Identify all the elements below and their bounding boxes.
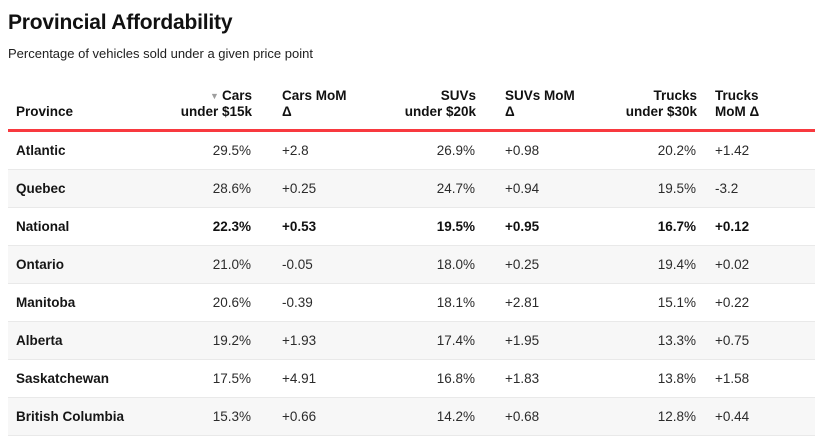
column-header-trucks-mom-delta[interactable]: Trucks MoM Δ — [697, 74, 815, 132]
value-cell: +0.53 — [252, 207, 356, 246]
table-header-row: Province ▼ Cars under $15k Cars MoM Δ SUVs unde… — [8, 74, 815, 132]
column-header-trucks-under-30k[interactable]: Trucks under $30k — [606, 74, 697, 132]
page-title: Provincial Affordability — [8, 11, 233, 34]
value-cell: +0.02 — [697, 245, 815, 284]
table-row: British Columbia 15.3% +0.66 14.2% +0.68 12.8… — [8, 397, 815, 436]
value-cell: 19.4% — [606, 245, 697, 284]
value-cell: +0.68 — [476, 397, 606, 436]
value-cell: 15.1% — [606, 283, 697, 322]
page-subtitle: Percentage of vehicles sold under a give… — [8, 46, 313, 61]
column-header-suvs-under-20k[interactable]: SUVs under $20k — [356, 74, 476, 132]
value-cell: 19.5% — [356, 207, 476, 246]
column-header-suvs-mom-delta[interactable]: SUVs MoM Δ — [476, 74, 606, 132]
value-cell: +2.81 — [476, 283, 606, 322]
province-cell: National — [8, 207, 172, 246]
value-cell: -0.39 — [252, 283, 356, 322]
value-cell: +0.44 — [697, 397, 815, 436]
value-cell: +1.42 — [697, 130, 815, 170]
value-cell: 13.8% — [606, 359, 697, 398]
table-body: Atlantic 29.5% +2.8 26.9% +0.98 20.2% +1.42 Que… — [8, 130, 815, 436]
column-header-cars-mom-delta[interactable]: Cars MoM Δ — [252, 74, 356, 132]
table-row: Atlantic 29.5% +2.8 26.9% +0.98 20.2% +1.42 — [8, 130, 815, 170]
value-cell: 21.0% — [172, 245, 252, 284]
table-row: Ontario 21.0% -0.05 18.0% +0.25 19.4% +0.02 — [8, 245, 815, 284]
province-cell: British Columbia — [8, 397, 172, 436]
column-header-province[interactable]: Province — [8, 74, 172, 132]
value-cell: +0.22 — [697, 283, 815, 322]
value-cell: 14.2% — [356, 397, 476, 436]
value-cell: 20.6% — [172, 283, 252, 322]
value-cell: +0.25 — [252, 169, 356, 208]
value-cell: -3.2 — [697, 169, 815, 208]
value-cell: 24.7% — [356, 169, 476, 208]
province-cell: Quebec — [8, 169, 172, 208]
column-header-cars-under-15k[interactable]: ▼ Cars under $15k — [172, 74, 252, 132]
value-cell: +4.91 — [252, 359, 356, 398]
value-cell: +1.93 — [252, 321, 356, 360]
value-cell: 18.1% — [356, 283, 476, 322]
value-cell: 19.5% — [606, 169, 697, 208]
table-row: Quebec 28.6% +0.25 24.7% +0.94 19.5% -3.2 — [8, 169, 815, 208]
value-cell: -0.05 — [252, 245, 356, 284]
value-cell: +1.83 — [476, 359, 606, 398]
table-row: National 22.3% +0.53 19.5% +0.95 16.7% +0.12 — [8, 207, 815, 246]
value-cell: 19.2% — [172, 321, 252, 360]
value-cell: 29.5% — [172, 130, 252, 170]
value-cell: 17.4% — [356, 321, 476, 360]
value-cell: 15.3% — [172, 397, 252, 436]
value-cell: +0.95 — [476, 207, 606, 246]
value-cell: +1.95 — [476, 321, 606, 360]
value-cell: +0.66 — [252, 397, 356, 436]
value-cell: 26.9% — [356, 130, 476, 170]
value-cell: 16.8% — [356, 359, 476, 398]
table-row: Alberta 19.2% +1.93 17.4% +1.95 13.3% +0.75 — [8, 321, 815, 360]
table-row: Manitoba 20.6% -0.39 18.1% +2.81 15.1% +0.22 — [8, 283, 815, 322]
value-cell: +0.75 — [697, 321, 815, 360]
value-cell: +0.25 — [476, 245, 606, 284]
province-cell: Alberta — [8, 321, 172, 360]
sort-descending-icon: ▼ — [210, 91, 219, 101]
province-cell: Atlantic — [8, 130, 172, 170]
value-cell: 18.0% — [356, 245, 476, 284]
value-cell: 12.8% — [606, 397, 697, 436]
province-cell: Saskatchewan — [8, 359, 172, 398]
province-cell: Manitoba — [8, 283, 172, 322]
value-cell: 13.3% — [606, 321, 697, 360]
value-cell: +2.8 — [252, 130, 356, 170]
value-cell: 22.3% — [172, 207, 252, 246]
value-cell: 20.2% — [606, 130, 697, 170]
value-cell: +1.58 — [697, 359, 815, 398]
province-cell: Ontario — [8, 245, 172, 284]
value-cell: 17.5% — [172, 359, 252, 398]
value-cell: +0.98 — [476, 130, 606, 170]
value-cell: 28.6% — [172, 169, 252, 208]
affordability-table: Province ▼ Cars under $15k Cars MoM Δ SUVs unde… — [8, 74, 815, 436]
value-cell: +0.12 — [697, 207, 815, 246]
value-cell: 16.7% — [606, 207, 697, 246]
table-row: Saskatchewan 17.5% +4.91 16.8% +1.83 13.8% +1.… — [8, 359, 815, 398]
value-cell: +0.94 — [476, 169, 606, 208]
